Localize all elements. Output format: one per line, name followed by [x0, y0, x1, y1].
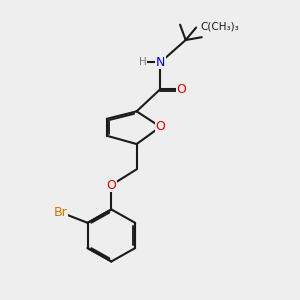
Text: O: O [106, 178, 116, 192]
Text: O: O [155, 120, 165, 133]
Text: N: N [156, 56, 165, 69]
Text: Br: Br [54, 206, 68, 219]
Text: O: O [176, 82, 186, 96]
Text: C(CH₃)₃: C(CH₃)₃ [200, 21, 239, 31]
Text: H: H [139, 57, 146, 67]
